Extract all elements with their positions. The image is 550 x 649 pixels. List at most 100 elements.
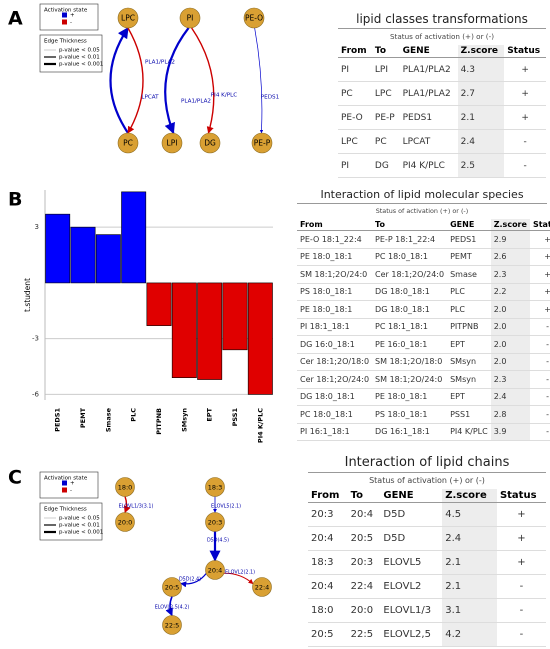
node-label: 20:5 xyxy=(165,584,180,592)
column-header: Status xyxy=(529,219,550,231)
table-cell: 2.7 xyxy=(457,81,505,106)
table-row: PI LPI PLA1/PLA2 4.3 + xyxy=(338,57,546,82)
table-row: PI DG PI4 K/PLC 2.5- xyxy=(338,153,546,178)
table-cell: 2.1 xyxy=(442,550,497,575)
legend-swatch xyxy=(62,487,67,493)
node xyxy=(179,7,201,29)
table-cell: 2.0 xyxy=(490,318,530,336)
panel-label: A xyxy=(8,8,23,30)
table-cell: DG xyxy=(371,153,400,178)
x-tick-label: PEDS1 xyxy=(54,408,62,432)
column-header: From xyxy=(338,45,372,58)
node-label: 18:0 xyxy=(118,484,133,492)
table-row: PS 18:0_18:1 DG 18:0_18:1 PLC 2.2 + xyxy=(297,283,550,301)
table-cell: 20:4 xyxy=(347,502,381,527)
table-cell: 20:5 xyxy=(308,622,348,647)
table-cell: 22:4 xyxy=(347,574,381,599)
edge-label: ELOVL1/3(3.1) xyxy=(119,504,154,510)
table-cell: - xyxy=(529,405,550,424)
legend-label: - xyxy=(70,488,72,494)
data-table: From To GENE Z.score Status PI LPI PLA1/PLA2 4.3… xyxy=(338,45,546,178)
node-label: LPI xyxy=(167,139,178,148)
table-cell: PS 18:0_18:1 xyxy=(372,405,448,424)
table-cell: 2.5 xyxy=(457,153,505,178)
table-cell: 2.4 xyxy=(490,388,530,406)
legend-label: p-value < 0.001 xyxy=(59,62,103,68)
node xyxy=(117,7,139,29)
table-row: 20:4 20:5 D5D 2.4 + xyxy=(308,526,546,551)
table-row: 18:0 20:0 ELOVL1/3 3.1- xyxy=(308,598,546,623)
table-cell: + xyxy=(496,550,546,575)
table-cell: DG 16:0_18:1 xyxy=(297,335,373,354)
table-row: PC LPC PLA1/PLA2 2.7 + xyxy=(338,81,546,106)
column-header: Z.score xyxy=(442,489,497,503)
node xyxy=(252,577,272,597)
table-panel: lipid classes transformations Status of a… xyxy=(338,12,546,178)
table-cell: 2.2 xyxy=(490,283,530,301)
column-header: From xyxy=(308,489,348,503)
table-cell: 2.6 xyxy=(490,248,530,266)
table-cell: - xyxy=(504,129,546,154)
table-cell: Cer 18:1;2O/18:0 xyxy=(297,353,373,371)
table-cell: + xyxy=(529,283,550,301)
bar xyxy=(197,282,223,380)
column-header: GENE xyxy=(380,489,443,503)
table-cell: SM 18:1;2O/18:0 xyxy=(372,353,448,371)
table-cell: PE-P xyxy=(371,105,400,130)
node-label: PI xyxy=(187,14,194,23)
column-header: From xyxy=(297,219,373,231)
table-cell: DG 18:0_18:1 xyxy=(297,388,373,406)
edge xyxy=(123,496,131,514)
legend-title: Activation state xyxy=(44,8,88,14)
table-cell: EPT xyxy=(447,335,491,354)
node xyxy=(199,132,221,154)
edge xyxy=(127,27,144,134)
edge-label: PEDS1 xyxy=(261,95,280,101)
edge xyxy=(223,572,254,585)
table-row: PE 18:0_18:1 DG 18:0_18:1 PLC 2.0 + xyxy=(297,300,550,319)
edge-label: D5D(4.5) xyxy=(207,538,229,544)
table-cell: EPT xyxy=(447,388,491,406)
bar xyxy=(70,226,96,284)
x-tick-label: PI4 K/PLC xyxy=(256,408,264,443)
table-cell: PI 16:1_18:1 xyxy=(297,423,373,441)
table-cell: PE-P 18:1_22:4 xyxy=(372,230,448,249)
table-cell: PE 18:0_18:1 xyxy=(372,388,448,406)
node xyxy=(243,7,265,29)
table-row: PI 18:1_18:1 PC 18:1_18:1 PITPNB 2.0- xyxy=(297,318,550,336)
bar xyxy=(146,282,172,326)
table-cell: - xyxy=(529,335,550,354)
table-cell: - xyxy=(504,153,546,178)
node-label: 18:3 xyxy=(208,484,223,492)
column-header: GENE xyxy=(399,45,458,58)
table-cell: D5D xyxy=(380,502,443,527)
node xyxy=(205,477,225,497)
legend-label: + xyxy=(70,481,75,487)
y-tick-label: -3 xyxy=(32,335,39,343)
column-header: GENE xyxy=(447,219,491,231)
table-cell: SM 18:1;2O/24:0 xyxy=(372,370,448,389)
table-row: PE-O PE-P PEDS1 2.1 + xyxy=(338,105,546,130)
table-cell: + xyxy=(529,230,550,249)
table-cell: 20:3 xyxy=(308,502,348,527)
table-cell: 18:0 xyxy=(308,598,348,623)
table-cell: PC 18:0_18:1 xyxy=(297,405,373,424)
table-cell: PI4 K/PLC xyxy=(399,153,458,178)
node xyxy=(162,577,182,597)
edge-label: ELOVL2,5(4.2) xyxy=(155,605,190,611)
table-cell: - xyxy=(529,423,550,441)
table-cell: Cer 18:1;2O/24:0 xyxy=(297,370,373,389)
table-cell: ELOVL1/3 xyxy=(380,598,443,623)
node-label: 22:4 xyxy=(255,584,270,592)
table-row: DG 16:0_18:1 PE 16:0_18:1 EPT 2.0- xyxy=(297,335,550,354)
table-cell: ELOVL2 xyxy=(380,574,443,599)
table-cell: LPI xyxy=(371,57,400,82)
column-header: Z.score xyxy=(457,45,505,58)
table-cell: PEDS1 xyxy=(399,105,458,130)
legend-label: p-value < 0.01 xyxy=(59,523,100,529)
panel-label: C xyxy=(8,467,22,489)
table-subtitle: Status of activation (+) or (-) xyxy=(375,207,469,215)
